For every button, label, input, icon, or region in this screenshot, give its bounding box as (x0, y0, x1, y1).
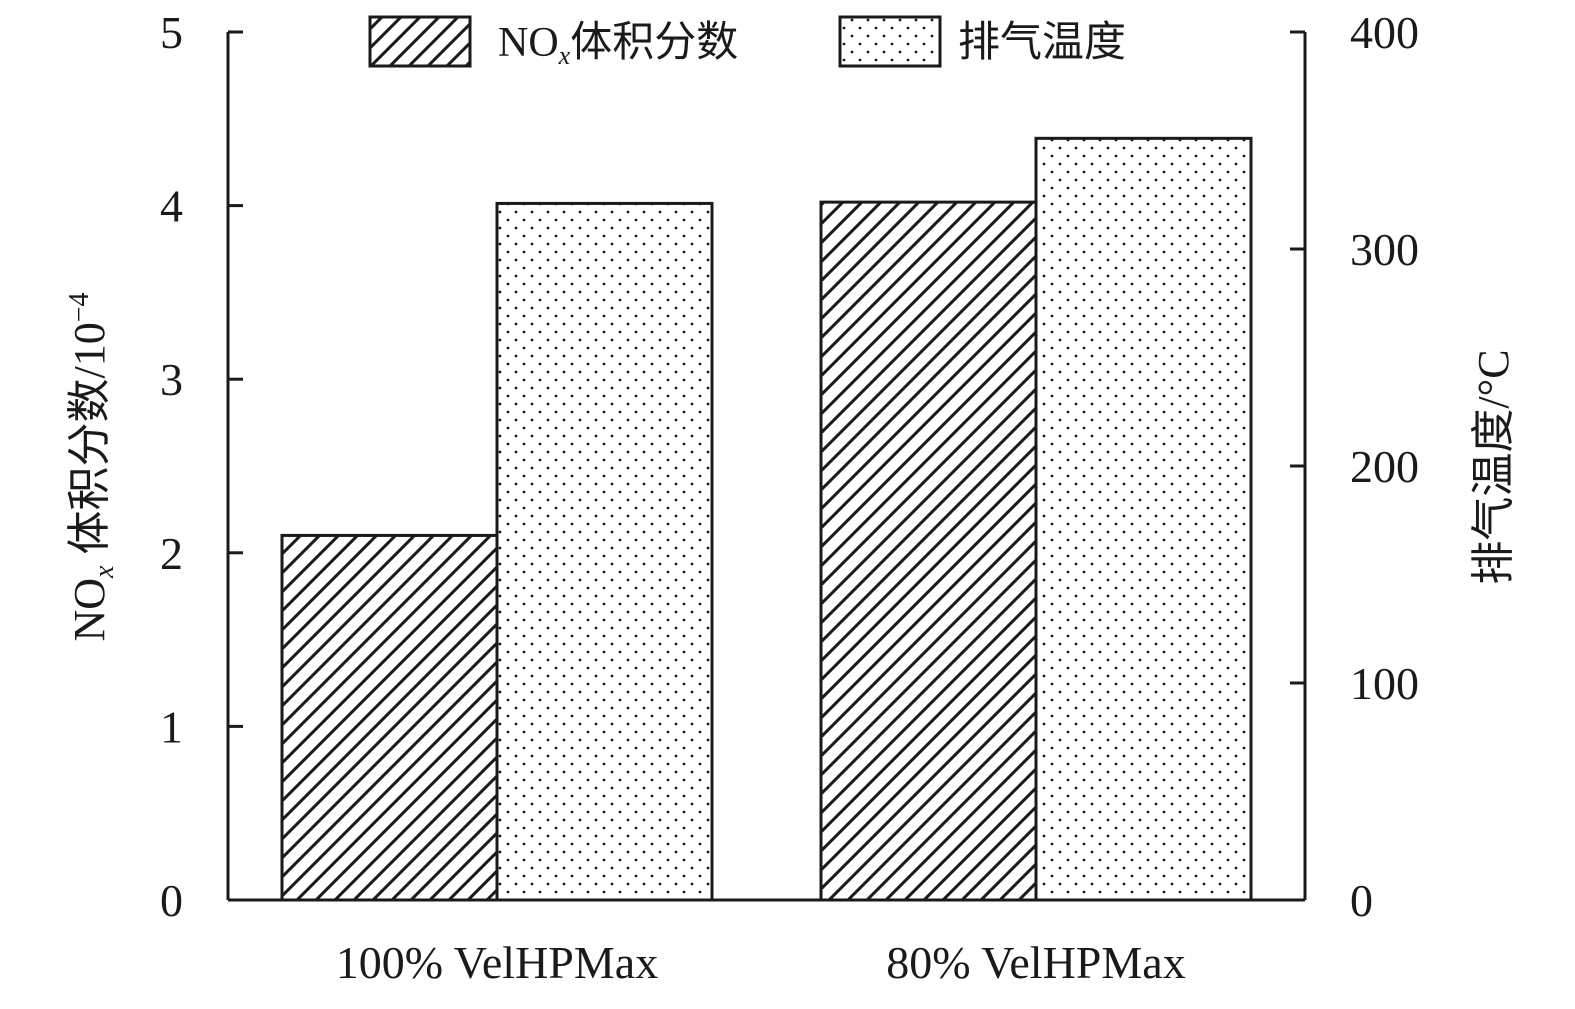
legend: NOx体积分数 排气温度 (370, 17, 1126, 70)
left-tick-label: 4 (160, 181, 183, 232)
legend-swatch-hatch (370, 17, 470, 66)
left-tick-label: 1 (160, 701, 183, 752)
legend-label: 排气温度 (958, 20, 1126, 66)
left-tick-label: 3 (160, 354, 183, 405)
right-tick-label: 400 (1350, 7, 1419, 58)
category-labels: 100% VelHPMax 80% VelHPMax (336, 937, 1186, 988)
y-right-title: 排气温度/°C (1469, 349, 1518, 584)
legend-label: NOx体积分数 (498, 20, 738, 70)
bar-hatch-0 (282, 535, 497, 900)
bar-dots-1 (1036, 138, 1251, 900)
bars-layer (282, 138, 1251, 900)
bar-dots-0 (497, 203, 712, 900)
left-tick-label: 5 (160, 7, 183, 58)
right-tick-label: 300 (1350, 224, 1419, 275)
category-label: 100% VelHPMax (336, 937, 658, 988)
left-tick-label: 2 (160, 528, 183, 579)
left-tick-label: 0 (160, 875, 183, 926)
y-left-title: NOx 体积分数/10−4 (64, 292, 120, 641)
right-tick-label: 200 (1350, 441, 1419, 492)
right-tick-label: 100 (1350, 658, 1419, 709)
category-label: 80% VelHPMax (886, 937, 1185, 988)
legend-swatch-dots (840, 17, 940, 66)
bar-hatch-1 (821, 202, 1036, 900)
right-tick-label: 0 (1350, 875, 1373, 926)
